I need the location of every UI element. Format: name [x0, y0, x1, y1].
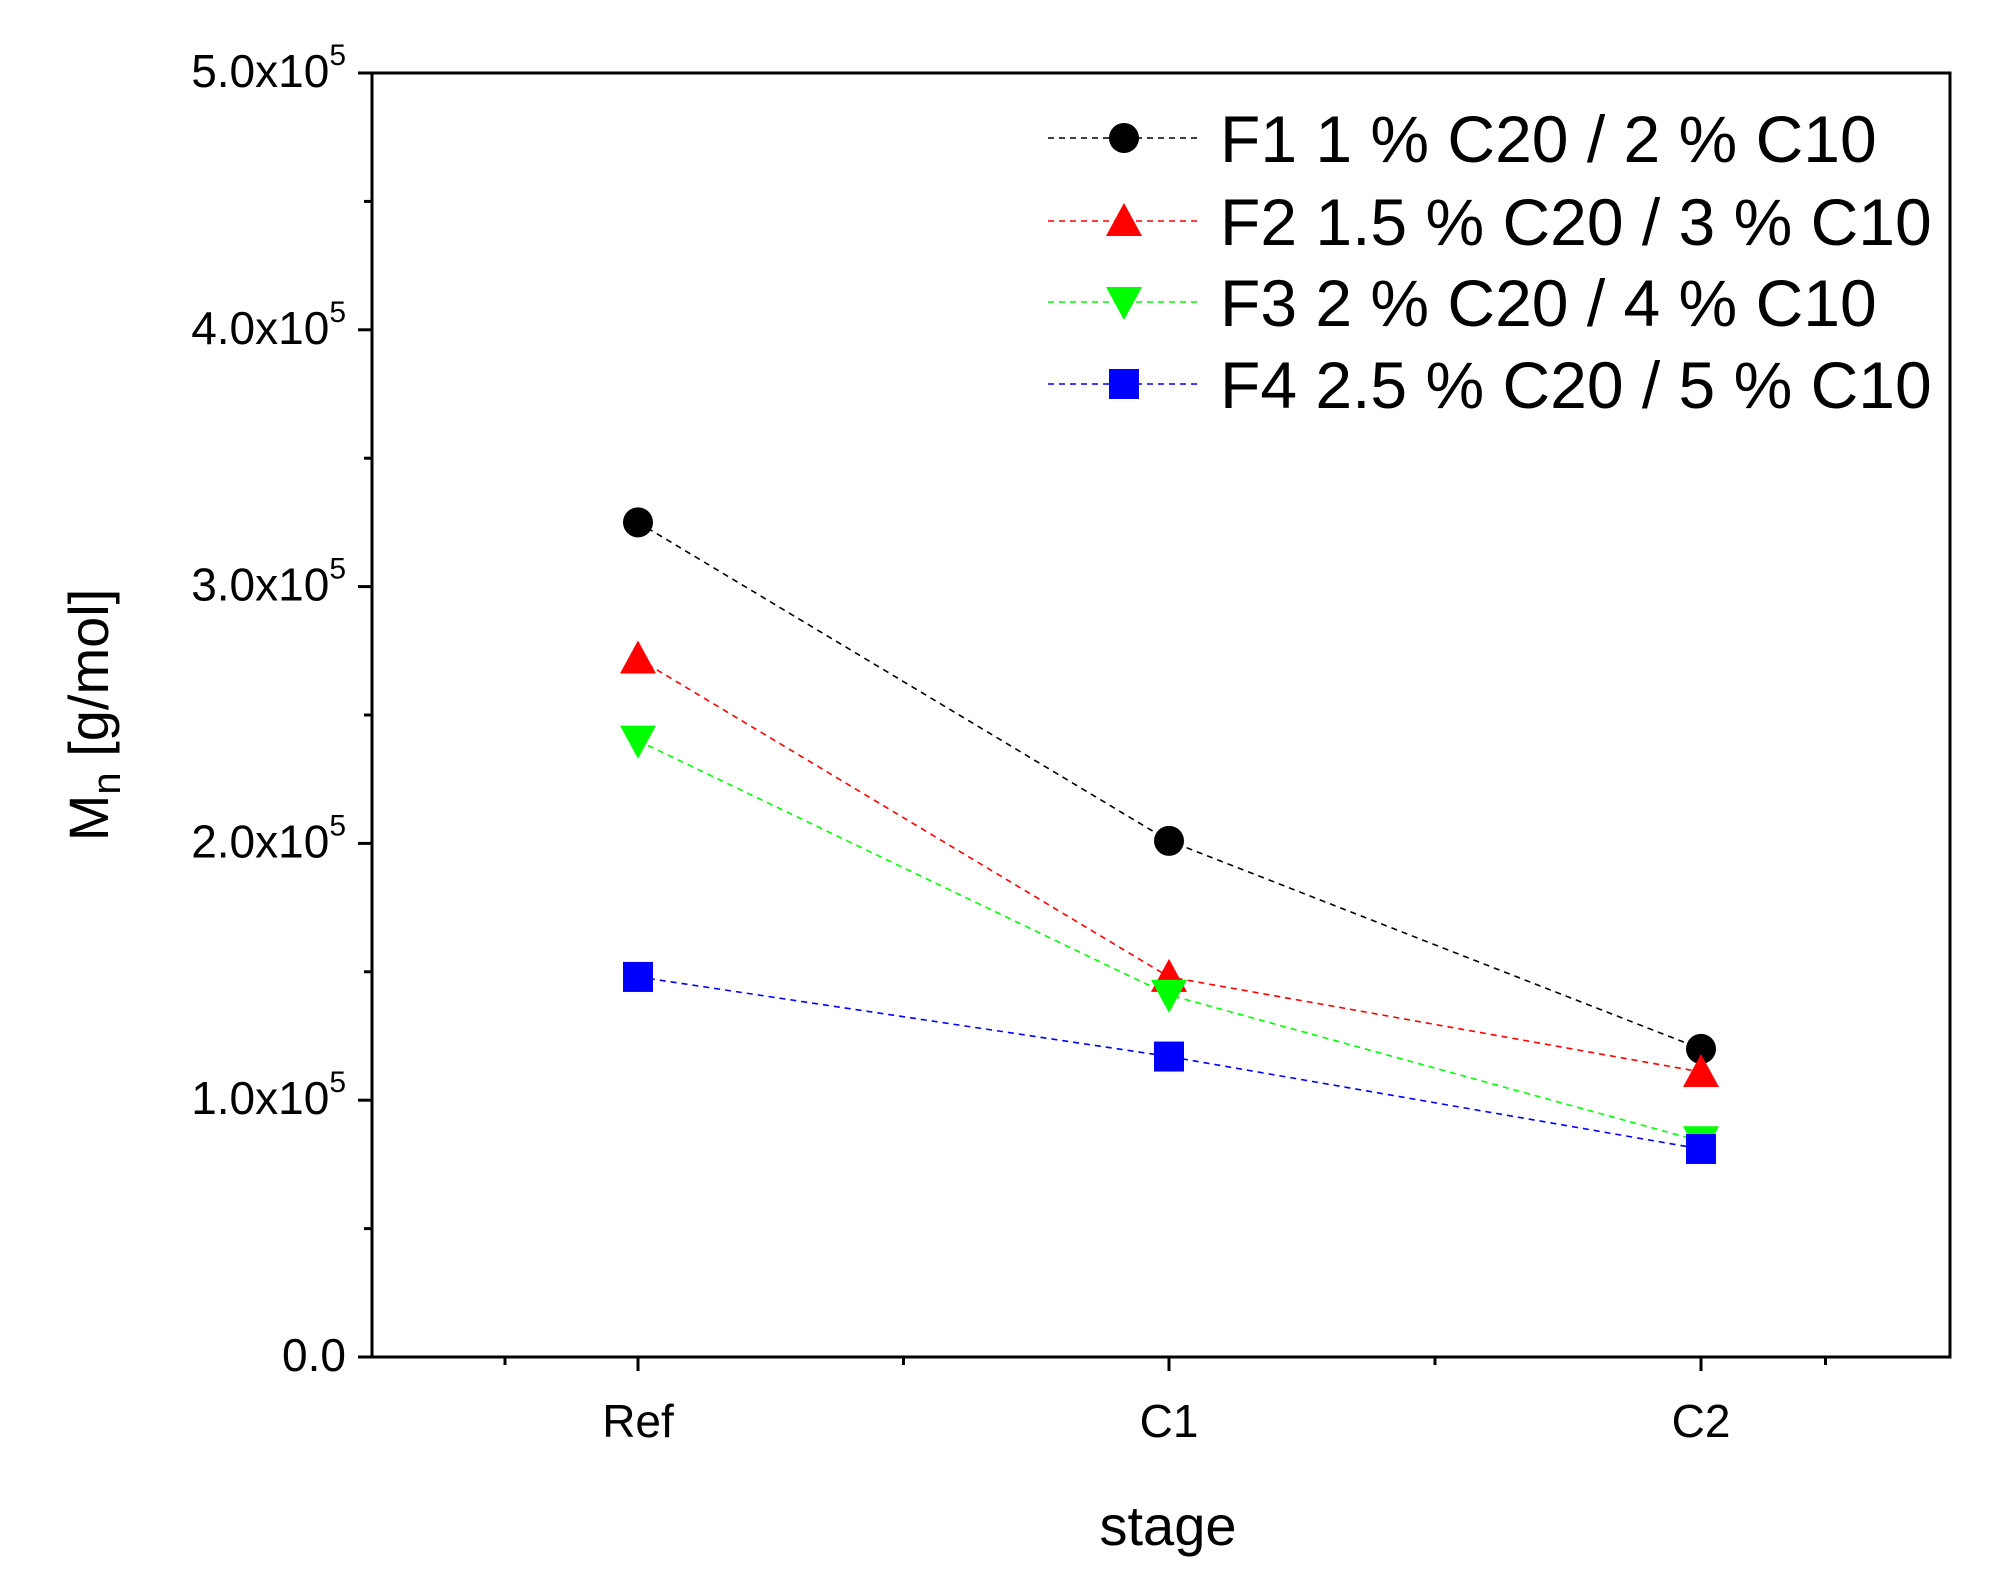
y-tick-label: 3.0x105	[191, 553, 346, 611]
series-line-4	[637, 976, 1702, 1150]
x-axis-title: stage	[1100, 1494, 1237, 1557]
y-tick-exponent: 5	[329, 39, 346, 72]
axis-ticks: 0.01.0x1052.0x1053.0x1054.0x1055.0x105Re…	[191, 39, 1827, 1447]
data-point-1	[1154, 825, 1184, 856]
y-axis-title-main: M	[57, 795, 120, 842]
legend-label: F1 1 % C20 / 2 % C10	[1220, 102, 1877, 176]
data-point-2	[620, 640, 656, 674]
legend-label: F2 1.5 % C20 / 3 % C10	[1220, 185, 1932, 259]
y-tick-exponent: 5	[329, 296, 346, 329]
y-tick-mantissa: 5.0x10	[191, 45, 329, 97]
data-markers	[620, 507, 1719, 1164]
data-point-1	[1686, 1033, 1716, 1064]
data-point-4	[1154, 1041, 1184, 1072]
series-line-3	[637, 739, 1702, 1143]
legend-marker	[1109, 369, 1139, 399]
y-tick-mantissa: 1.0x10	[191, 1072, 329, 1124]
y-tick-label: 0.0	[282, 1329, 346, 1381]
data-point-4	[1686, 1133, 1716, 1164]
y-tick-mantissa: 2.0x10	[191, 815, 329, 867]
data-point-1	[623, 507, 653, 538]
legend-marker	[1109, 123, 1139, 153]
data-point-4	[623, 961, 653, 992]
y-tick-mantissa: 0.0	[282, 1329, 346, 1381]
x-tick-label: C2	[1672, 1395, 1731, 1447]
y-axis-title-rest: [g/mol]	[57, 589, 120, 773]
x-tick-label: Ref	[602, 1395, 674, 1447]
y-tick-label: 5.0x105	[191, 39, 346, 97]
y-tick-exponent: 5	[329, 553, 346, 586]
y-tick-exponent: 5	[329, 809, 346, 842]
x-tick-label: C1	[1140, 1395, 1199, 1447]
data-point-3	[620, 725, 656, 759]
data-point-3	[1151, 979, 1187, 1013]
y-tick-label: 4.0x105	[191, 296, 346, 354]
legend-label: F4 2.5 % C20 / 5 % C10	[1220, 348, 1932, 422]
y-tick-mantissa: 4.0x10	[191, 302, 329, 354]
legend-marker	[1106, 287, 1142, 320]
y-tick-label: 1.0x105	[191, 1066, 346, 1124]
y-tick-label: 2.0x105	[191, 809, 346, 867]
legend-label: F3 2 % C20 / 4 % C10	[1220, 266, 1877, 340]
legend: F1 1 % C20 / 2 % C10 F2 1.5 % C20 / 3 % C…	[1048, 102, 1932, 422]
y-tick-mantissa: 3.0x10	[191, 559, 329, 611]
y-axis-title-subscript: n	[85, 772, 129, 794]
legend-marker	[1106, 203, 1142, 236]
y-axis-title: Mn [g/mol]	[57, 589, 129, 842]
y-tick-exponent: 5	[329, 1066, 346, 1099]
data-point-2	[1683, 1053, 1719, 1087]
